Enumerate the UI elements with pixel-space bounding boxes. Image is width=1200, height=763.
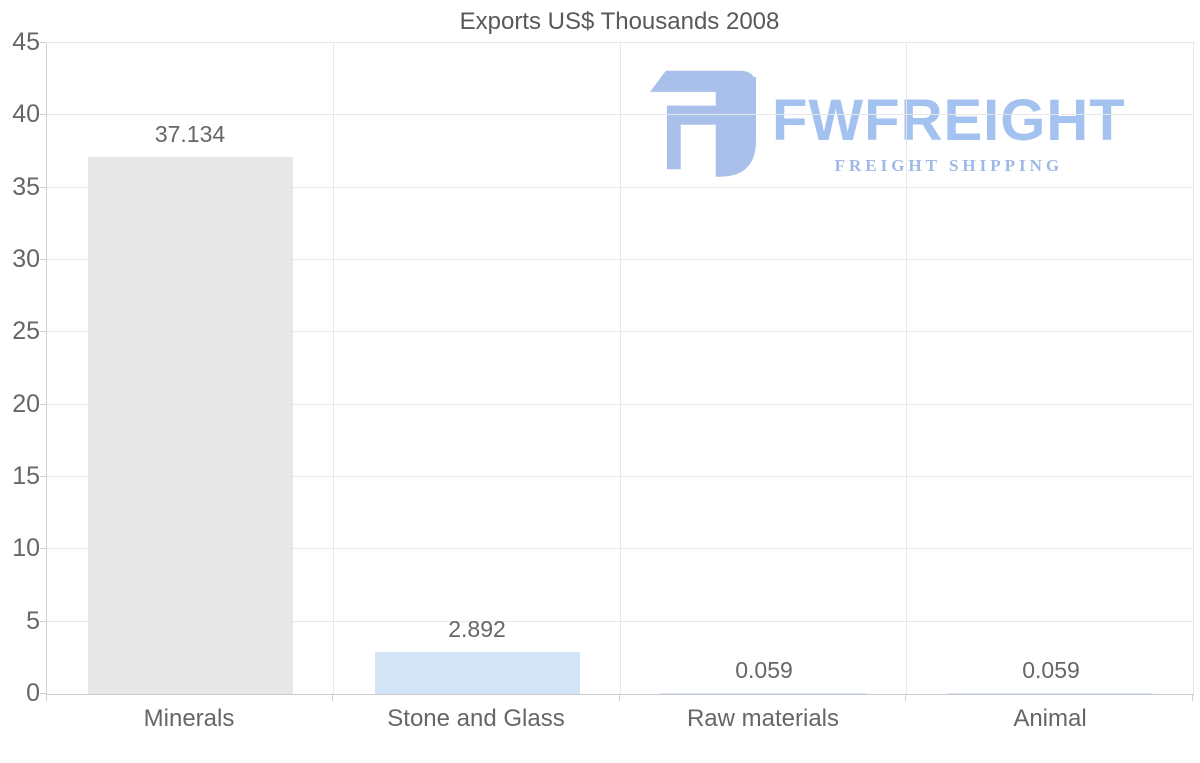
bar-animal [948,693,1153,694]
y-axis-tick-label: 5 [26,606,40,635]
bar-minerals [88,157,293,694]
x-gridline [1193,43,1194,694]
category-label: Stone and Glass [387,705,565,732]
bar-value-label: 0.059 [1022,657,1080,683]
y-axis-tick-label: 20 [12,389,40,418]
chart-title: Exports US$ Thousands 2008 [459,8,780,35]
brand-name: FWFREIGHT [772,88,1126,153]
y-axis-tick-label: 30 [12,245,40,273]
bar-raw-materials [661,693,866,694]
fwfreight-logo: FWFREIGHT FREIGHT SHIPPING [650,70,1126,188]
y-tick-mark [40,114,46,116]
logo-text-block: FWFREIGHT FREIGHT SHIPPING [772,70,1126,176]
y-axis-tick-label: 45 [12,28,40,56]
y-axis-tick-label: 15 [12,462,40,490]
x-gridline [333,43,334,694]
x-tick-mark [332,695,333,701]
bar-value-label: 37.134 [154,121,226,147]
y-tick-mark [40,42,46,43]
category-label: Raw materials [686,705,840,732]
y-tick-mark [40,548,46,550]
x-tick-mark [46,695,47,701]
y-gridline [47,42,1194,43]
category-label: Animal [1013,705,1087,732]
x-gridline [620,43,621,694]
x-tick-mark [1192,695,1193,701]
y-tick-mark [40,259,46,260]
y-tick-mark [40,476,46,477]
plot-area: 37.134 2.892 0.059 0.059 [46,42,1194,695]
bar-value-label: 0.059 [735,657,793,683]
bar-stone-and-glass [375,652,580,694]
y-axis-tick-label: 40 [12,100,40,129]
y-axis-tick-label: 35 [12,172,40,201]
bar-value-label: 2.892 [448,616,506,642]
y-axis-tick-label: 25 [12,317,40,346]
fwfreight-logo-icon [650,70,756,177]
y-tick-mark [40,403,46,405]
x-gridline [906,43,907,694]
y-tick-mark [40,620,46,622]
y-axis-tick-label: 10 [12,534,40,563]
x-tick-mark [619,695,620,701]
y-tick-mark [40,186,46,188]
y-tick-mark [40,331,46,333]
brand-tagline: FREIGHT SHIPPING [834,156,1064,175]
category-label: Minerals [143,705,235,732]
x-tick-mark [905,695,906,701]
y-axis-tick-label: 0 [26,679,40,707]
y-tick-mark [40,693,46,694]
